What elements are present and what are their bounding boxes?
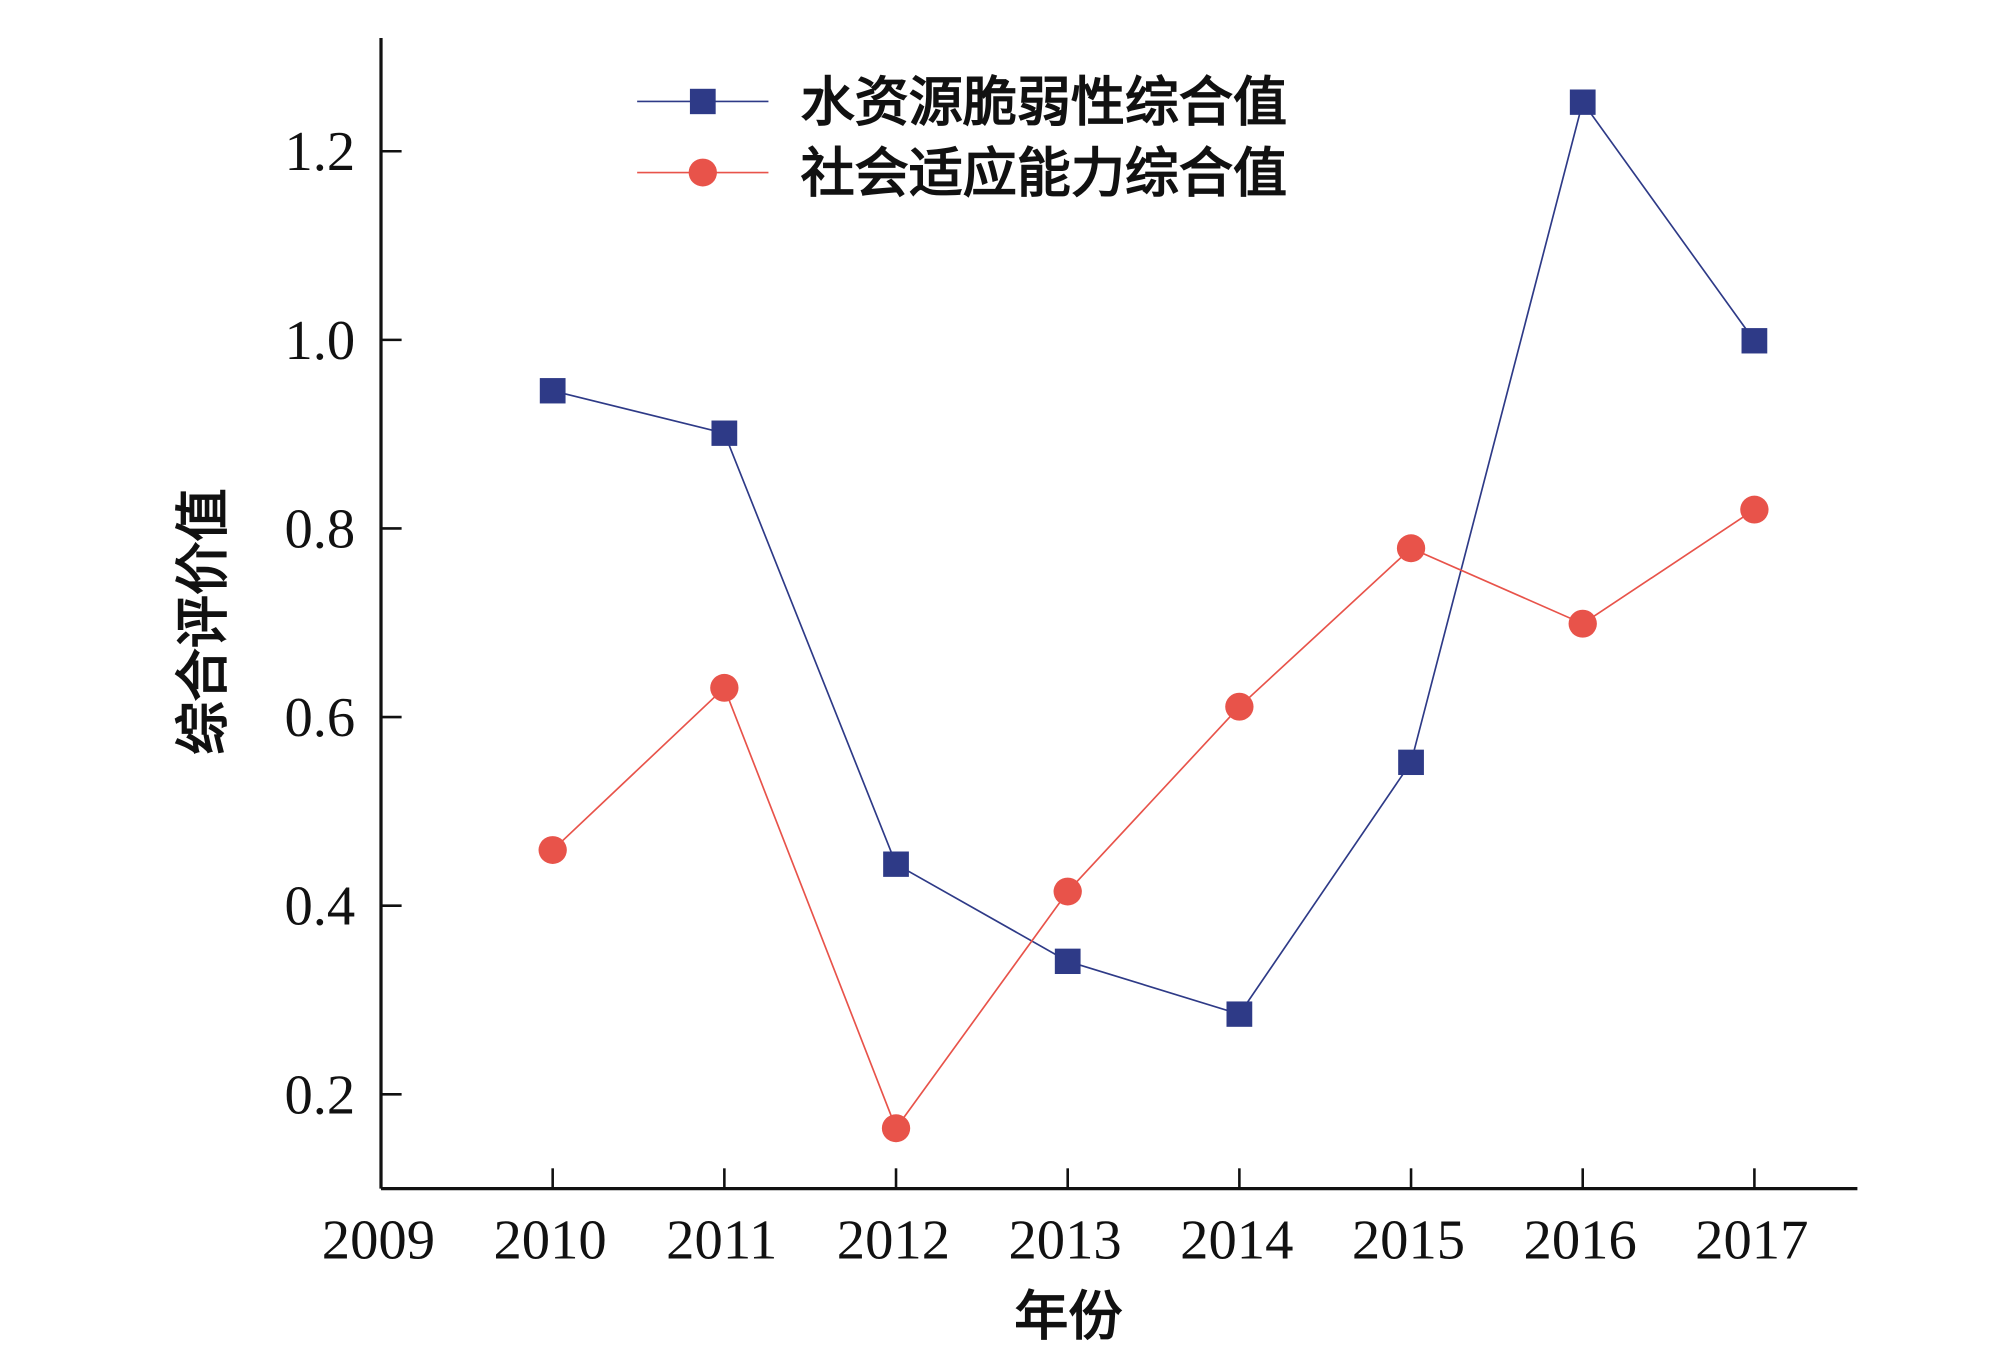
legend-label: 水资源脆弱性综合值 bbox=[801, 71, 1287, 134]
y-tick-label: 0.2 bbox=[284, 1065, 355, 1127]
data-point bbox=[1054, 948, 1081, 975]
legend-circle-icon bbox=[688, 158, 717, 187]
y-tick-label: 1.0 bbox=[284, 310, 355, 372]
x-tick-label: 2017 bbox=[1695, 1210, 1808, 1272]
x-tick-label: 2009 bbox=[322, 1210, 435, 1272]
x-tick-label: 2016 bbox=[1524, 1210, 1637, 1272]
data-point bbox=[1741, 328, 1768, 354]
series-2 bbox=[538, 495, 1769, 1143]
data-point bbox=[1740, 495, 1769, 524]
series-group bbox=[538, 89, 1769, 1143]
data-point bbox=[883, 851, 909, 877]
axes: 0.2 0.4 0.6 0.8 1.0 1.2 2009 2010 2011 2012 2013 20… bbox=[284, 38, 1858, 1272]
x-tick-label: 2012 bbox=[837, 1210, 950, 1272]
data-point bbox=[1225, 692, 1254, 721]
y-tick-label: 1.2 bbox=[284, 122, 355, 184]
data-point bbox=[710, 673, 739, 702]
data-point bbox=[1053, 877, 1082, 906]
data-point bbox=[538, 836, 567, 864]
x-tick-label: 2015 bbox=[1352, 1210, 1465, 1272]
x-tick-label: 2011 bbox=[666, 1210, 777, 1272]
legend-label: 社会适应能力综合值 bbox=[801, 142, 1287, 205]
legend-square-icon bbox=[689, 88, 716, 115]
data-point bbox=[1396, 534, 1426, 563]
data-point bbox=[1226, 1001, 1253, 1027]
y-tick-label: 0.6 bbox=[284, 687, 355, 749]
legend-item-1: 水资源脆弱性综合值 bbox=[637, 71, 1287, 134]
series-1 bbox=[539, 89, 1768, 1027]
data-point bbox=[539, 378, 566, 404]
data-point bbox=[1569, 89, 1596, 115]
series-line bbox=[552, 100, 1756, 1016]
y-tick-label: 0.4 bbox=[284, 876, 355, 938]
data-point bbox=[1398, 749, 1424, 776]
y-tick-label: 0.8 bbox=[284, 499, 355, 561]
x-tick-label: 2010 bbox=[493, 1210, 606, 1272]
series-line bbox=[552, 508, 1755, 1130]
data-point bbox=[711, 420, 738, 446]
legend-item-2: 社会适应能力综合值 bbox=[637, 142, 1287, 205]
x-axis-title: 年份 bbox=[1014, 1285, 1122, 1348]
x-tick-label: 2014 bbox=[1180, 1210, 1293, 1272]
data-point bbox=[1568, 609, 1597, 638]
y-axis-title: 综合评价值 bbox=[171, 488, 234, 754]
data-point bbox=[881, 1114, 911, 1143]
x-tick-label: 2013 bbox=[1008, 1210, 1121, 1272]
